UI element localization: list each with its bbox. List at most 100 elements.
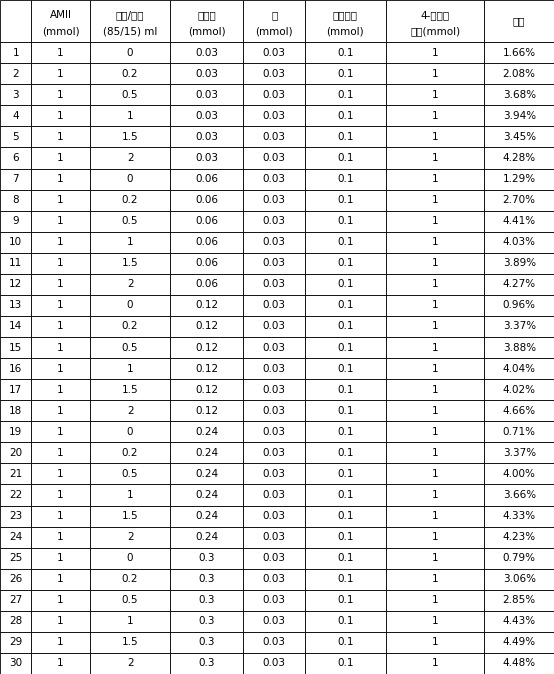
Bar [171, 210, 243, 232]
Text: 吡啶(mmol): 吡啶(mmol) [410, 26, 460, 36]
Text: 4.66%: 4.66% [502, 406, 536, 416]
Text: 1: 1 [432, 363, 438, 373]
Bar [386, 84, 484, 105]
Bar [171, 379, 243, 400]
Text: 1: 1 [57, 553, 64, 563]
Text: 0.03: 0.03 [263, 132, 286, 142]
Bar [90, 253, 171, 274]
Bar [90, 569, 171, 590]
Bar [305, 253, 386, 274]
Bar [0, 632, 32, 653]
Text: 1.5: 1.5 [122, 638, 138, 648]
Bar [243, 485, 305, 506]
Text: 1: 1 [57, 258, 64, 268]
Bar [0, 84, 32, 105]
Text: 0.1: 0.1 [337, 237, 353, 247]
Bar [90, 274, 171, 295]
Bar [90, 379, 171, 400]
Bar [386, 485, 484, 506]
Text: 4.00%: 4.00% [503, 469, 536, 479]
Bar [305, 526, 386, 547]
Text: 0.2: 0.2 [122, 321, 138, 332]
Text: 0.1: 0.1 [337, 638, 353, 648]
Text: 0: 0 [127, 553, 134, 563]
Text: 1: 1 [57, 111, 64, 121]
Text: 0.03: 0.03 [196, 69, 218, 79]
Bar [0, 464, 32, 485]
Bar [0, 337, 32, 358]
Text: 1: 1 [432, 153, 438, 163]
Text: 3.89%: 3.89% [502, 258, 536, 268]
Bar [0, 653, 32, 674]
Bar [171, 295, 243, 316]
Bar [386, 253, 484, 274]
Text: 1: 1 [57, 448, 64, 458]
Text: 3.37%: 3.37% [502, 321, 536, 332]
Text: 0.03: 0.03 [263, 237, 286, 247]
Bar [171, 42, 243, 63]
Text: 0.03: 0.03 [263, 301, 286, 311]
Text: 0.1: 0.1 [337, 574, 353, 584]
Text: 0.1: 0.1 [337, 385, 353, 395]
Bar [90, 442, 171, 464]
Text: 20: 20 [9, 448, 22, 458]
Bar [243, 400, 305, 421]
Bar [484, 611, 554, 632]
Bar [305, 105, 386, 127]
Bar [386, 464, 484, 485]
Text: 0.24: 0.24 [196, 490, 218, 500]
Bar [90, 232, 171, 253]
Text: 3: 3 [12, 90, 19, 100]
Bar [305, 379, 386, 400]
Text: 0.1: 0.1 [337, 174, 353, 184]
Text: 0.03: 0.03 [263, 490, 286, 500]
Text: 0.06: 0.06 [196, 195, 218, 205]
Bar [171, 442, 243, 464]
Bar [386, 379, 484, 400]
Text: 0.3: 0.3 [199, 616, 215, 626]
Bar [171, 547, 243, 569]
Bar [32, 105, 90, 127]
Bar [305, 232, 386, 253]
Bar [305, 0, 386, 42]
Text: 7: 7 [12, 174, 19, 184]
Text: 1: 1 [57, 427, 64, 437]
Text: 0: 0 [127, 48, 134, 58]
Text: 1: 1 [432, 174, 438, 184]
Text: 0.5: 0.5 [122, 469, 138, 479]
Text: 1: 1 [432, 658, 438, 669]
Bar [171, 653, 243, 674]
Bar [305, 569, 386, 590]
Text: 1: 1 [127, 111, 134, 121]
Bar [90, 105, 171, 127]
Text: 5: 5 [12, 132, 19, 142]
Text: 1: 1 [432, 216, 438, 226]
Bar [243, 526, 305, 547]
Text: 1: 1 [432, 574, 438, 584]
Bar [32, 421, 90, 442]
Bar [90, 611, 171, 632]
Bar [484, 653, 554, 674]
Text: 0.2: 0.2 [122, 195, 138, 205]
Bar [32, 547, 90, 569]
Bar [90, 210, 171, 232]
Text: 4-叔丁基: 4-叔丁基 [420, 9, 450, 20]
Text: 12: 12 [9, 279, 22, 289]
Text: 0.71%: 0.71% [502, 427, 536, 437]
Text: 1: 1 [432, 490, 438, 500]
Bar [0, 105, 32, 127]
Text: 9: 9 [12, 216, 19, 226]
Text: 0.03: 0.03 [263, 511, 286, 521]
Text: 4.48%: 4.48% [502, 658, 536, 669]
Bar [32, 400, 90, 421]
Bar [484, 316, 554, 337]
Text: 15: 15 [9, 342, 22, 353]
Text: 1: 1 [57, 490, 64, 500]
Bar [171, 232, 243, 253]
Bar [484, 63, 554, 84]
Bar [243, 421, 305, 442]
Bar [386, 526, 484, 547]
Bar [0, 210, 32, 232]
Text: 1: 1 [432, 90, 438, 100]
Bar [243, 63, 305, 84]
